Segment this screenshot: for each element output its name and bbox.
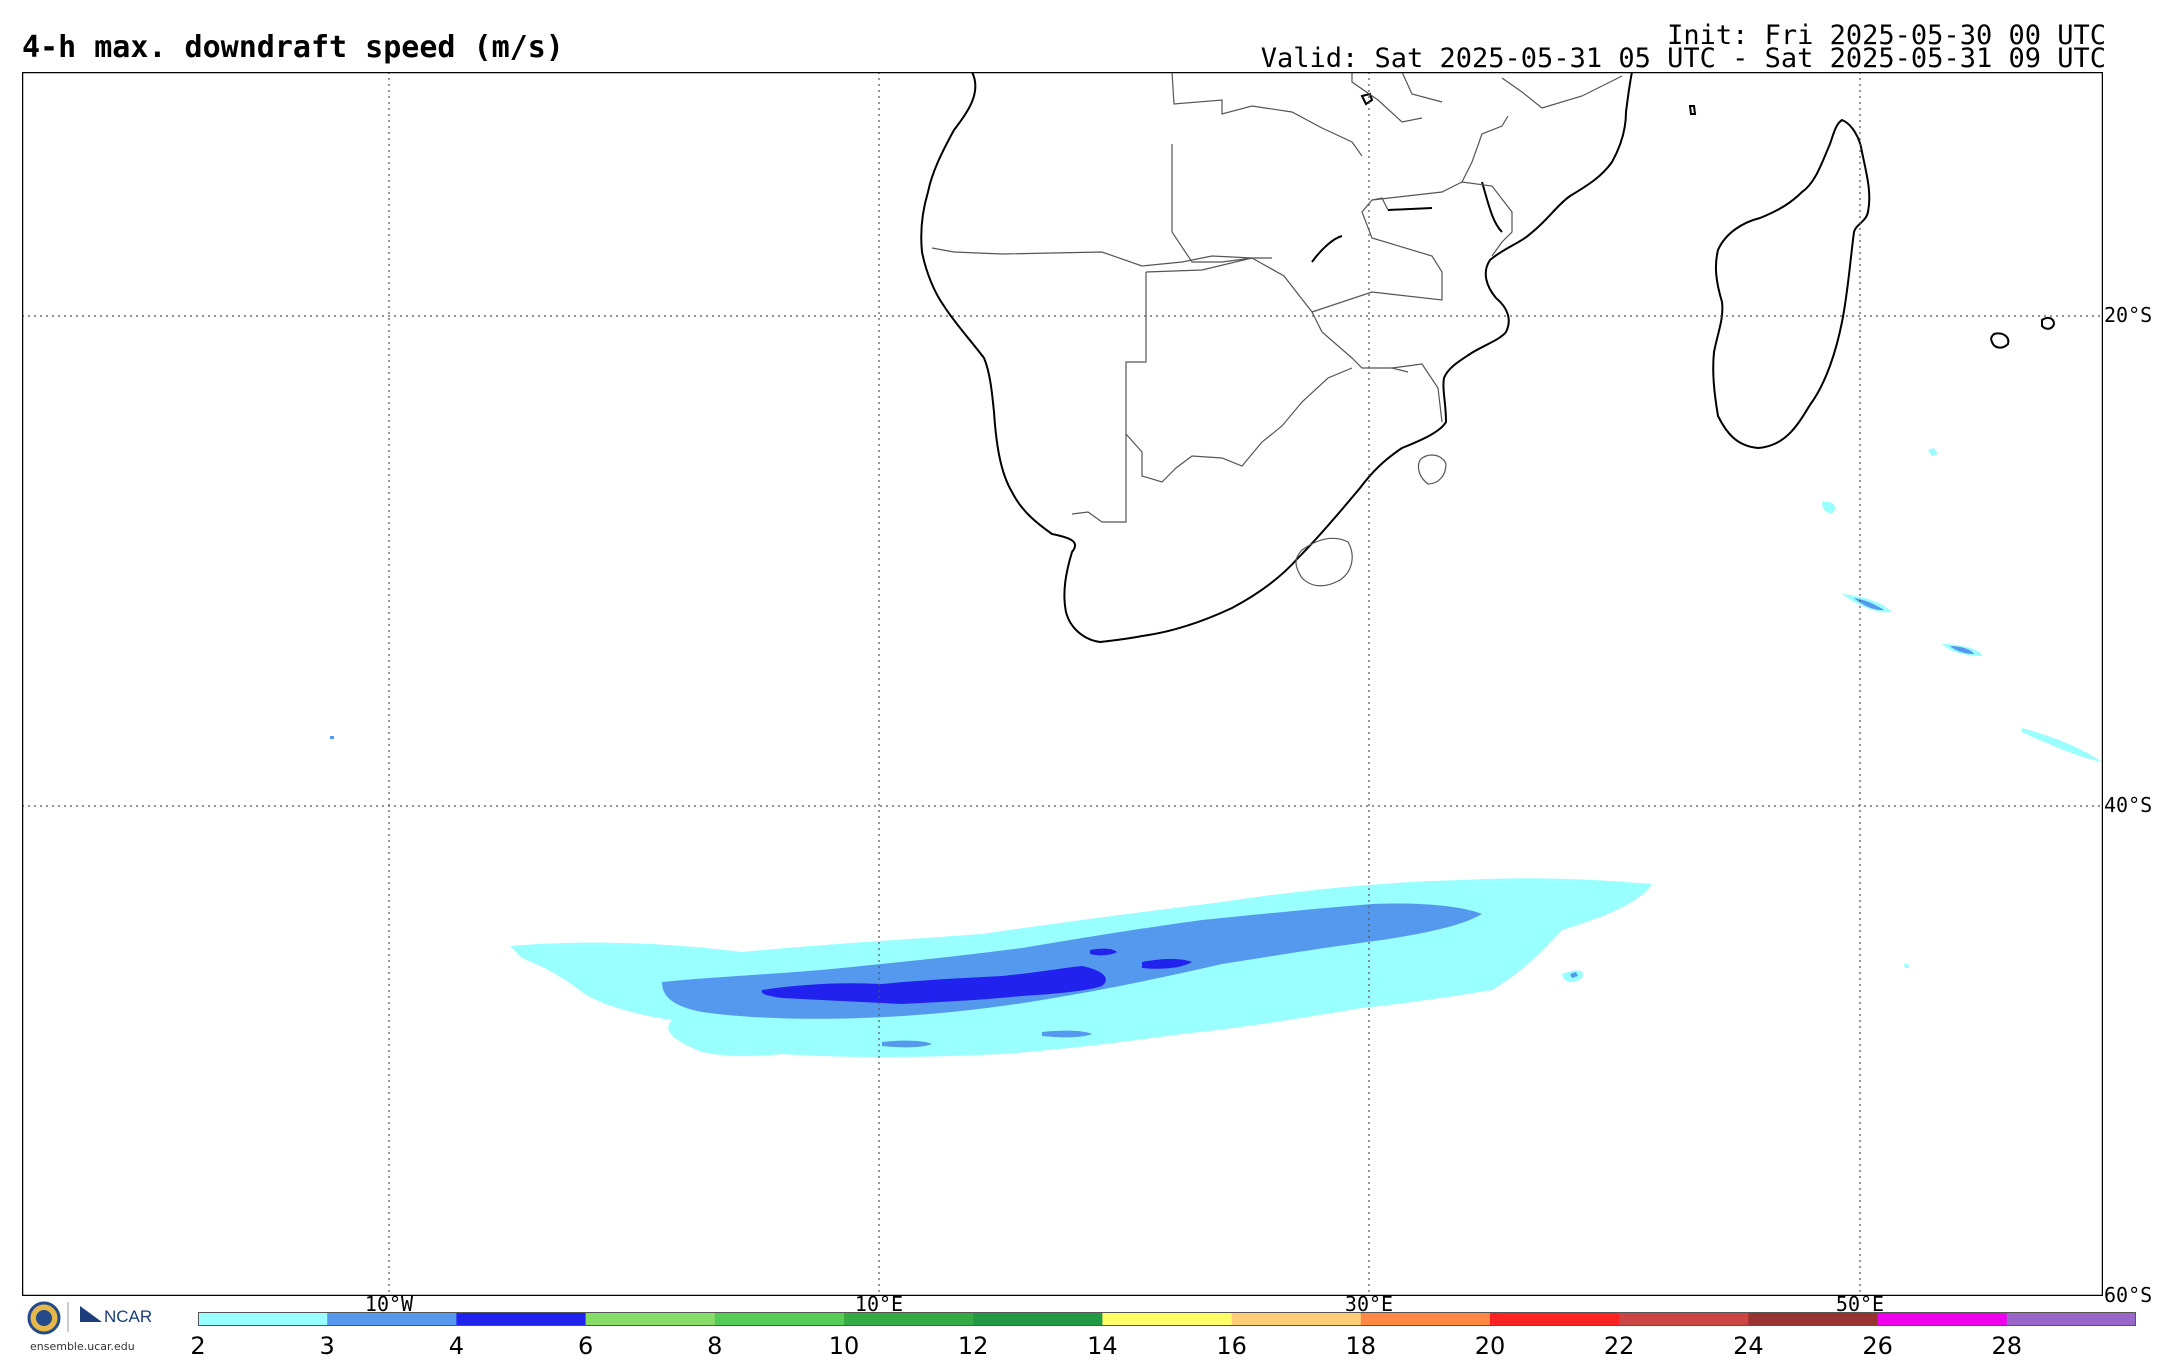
madagascar-coastline [1712, 118, 1871, 450]
downdraft-shade-3to4 [882, 1040, 932, 1048]
lat-label-40s: 40°S [2104, 793, 2153, 817]
africa-coastline [920, 72, 1633, 644]
mauritius-coastline [2041, 316, 2056, 330]
downdraft-shade-2to3 [1904, 964, 1909, 968]
colorbar-segment [1490, 1312, 1620, 1326]
border-line [1171, 72, 1363, 157]
comoros-coastline [1688, 105, 1697, 115]
colorbar-segment [456, 1312, 587, 1326]
map-panel [22, 72, 2103, 1296]
lake-malawi [1481, 181, 1503, 233]
downdraft-shade-3to4 [1950, 646, 1974, 654]
border-line [1501, 77, 1543, 109]
colorbar-tick-label: 6 [577, 1332, 594, 1360]
logo-url: ensemble.ucar.edu [30, 1340, 135, 1353]
colorbar-segment [2006, 1312, 2136, 1326]
lake-kariba [1311, 235, 1343, 263]
border-line [1541, 75, 1623, 109]
downdraft-shade-3to4 [1854, 598, 1884, 611]
colorbar-tick-label: 2 [190, 1332, 206, 1360]
colorbar-tick-label: 28 [1991, 1332, 2023, 1360]
downdraft-shade-3to4 [1042, 1030, 1092, 1038]
eswatini-border [1417, 454, 1447, 485]
colorbar-segment [198, 1312, 328, 1326]
colorbar-segment [1748, 1312, 1879, 1326]
colorbar-segment [973, 1312, 1103, 1326]
border-line [1461, 115, 1509, 183]
downdraft-shade-4to6 [761, 966, 1106, 1004]
border-line [1145, 257, 1409, 373]
country-borders [931, 72, 1623, 587]
ncar-logo [27, 1301, 102, 1335]
border-line [1125, 367, 1353, 483]
valid-time: Valid: Sat 2025-05-31 05 UTC - Sat 2025-… [1260, 43, 2106, 74]
border-line [1401, 72, 1443, 103]
colorbar-tick-label: 24 [1733, 1332, 1764, 1360]
colorbar-segment [1619, 1312, 1749, 1326]
colorbar-tick-label: 20 [1474, 1332, 1506, 1360]
border-line [1351, 72, 1423, 123]
border-line [1071, 272, 1147, 523]
graticule [22, 72, 2103, 1296]
colorbar-tick-label: 16 [1216, 1332, 1247, 1360]
colorbar-tick-label: 18 [1345, 1332, 1377, 1360]
border-line [1371, 181, 1513, 257]
colorbar-tick-label: 26 [1862, 1332, 1893, 1360]
colorbar-tick-label: 10 [828, 1332, 860, 1360]
reunion-coastline [1990, 332, 2010, 349]
downdraft-shade-4to6 [1090, 948, 1117, 956]
nsf-seal-inner [36, 1310, 52, 1326]
border-line [1171, 144, 1272, 263]
downdraft-field [330, 448, 2102, 1057]
map-title: 4-h max. downdraft speed (m/s) [22, 30, 564, 65]
colorbar-border [198, 1312, 2136, 1326]
colorbar-segment [844, 1312, 974, 1326]
downdraft-shade-2to3 [1928, 448, 1938, 456]
colorbar-segment [714, 1312, 845, 1326]
colorbar [198, 1312, 2136, 1326]
downdraft-shade-2to3 [1822, 501, 1836, 514]
downdraft-shade-4to6 [1142, 959, 1192, 969]
ncar-mark-icon [80, 1306, 102, 1322]
colorbar-segment [1231, 1312, 1362, 1326]
lake-victoria [1360, 92, 1374, 106]
colorbar-tick-label: 14 [1087, 1332, 1118, 1360]
lat-label-20s: 20°S [2104, 303, 2153, 327]
coastline [920, 72, 2056, 644]
lake-cahora [1387, 207, 1433, 211]
ncar-logo-text: NCAR [104, 1307, 153, 1326]
border-line [1311, 197, 1443, 313]
colorbar-tick-label: 8 [707, 1332, 723, 1360]
lesotho-border [1295, 537, 1353, 587]
map-frame [22, 72, 2103, 1296]
colorbar-tick-label: 12 [957, 1332, 989, 1360]
border-line [931, 247, 1253, 267]
border-line [1391, 363, 1443, 423]
colorbar-segment [1102, 1312, 1233, 1326]
colorbar-segment [585, 1312, 716, 1326]
downdraft-shade-3to4 [1570, 972, 1578, 978]
colorbar-tick-label: 22 [1603, 1332, 1635, 1360]
lat-label-60s: 60°S [2104, 1283, 2153, 1307]
colorbar-segment [1360, 1312, 1491, 1326]
colorbar-tick-label: 4 [448, 1332, 465, 1360]
colorbar-tick-label: 3 [319, 1332, 335, 1360]
downdraft-shade-3to4 [330, 736, 334, 739]
downdraft-shade-2to3 [2022, 728, 2102, 762]
colorbar-segment [1877, 1312, 2008, 1326]
init-time: Init: Fri 2025-05-30 00 UTC [1667, 20, 2106, 51]
colorbar-segment [327, 1312, 457, 1326]
